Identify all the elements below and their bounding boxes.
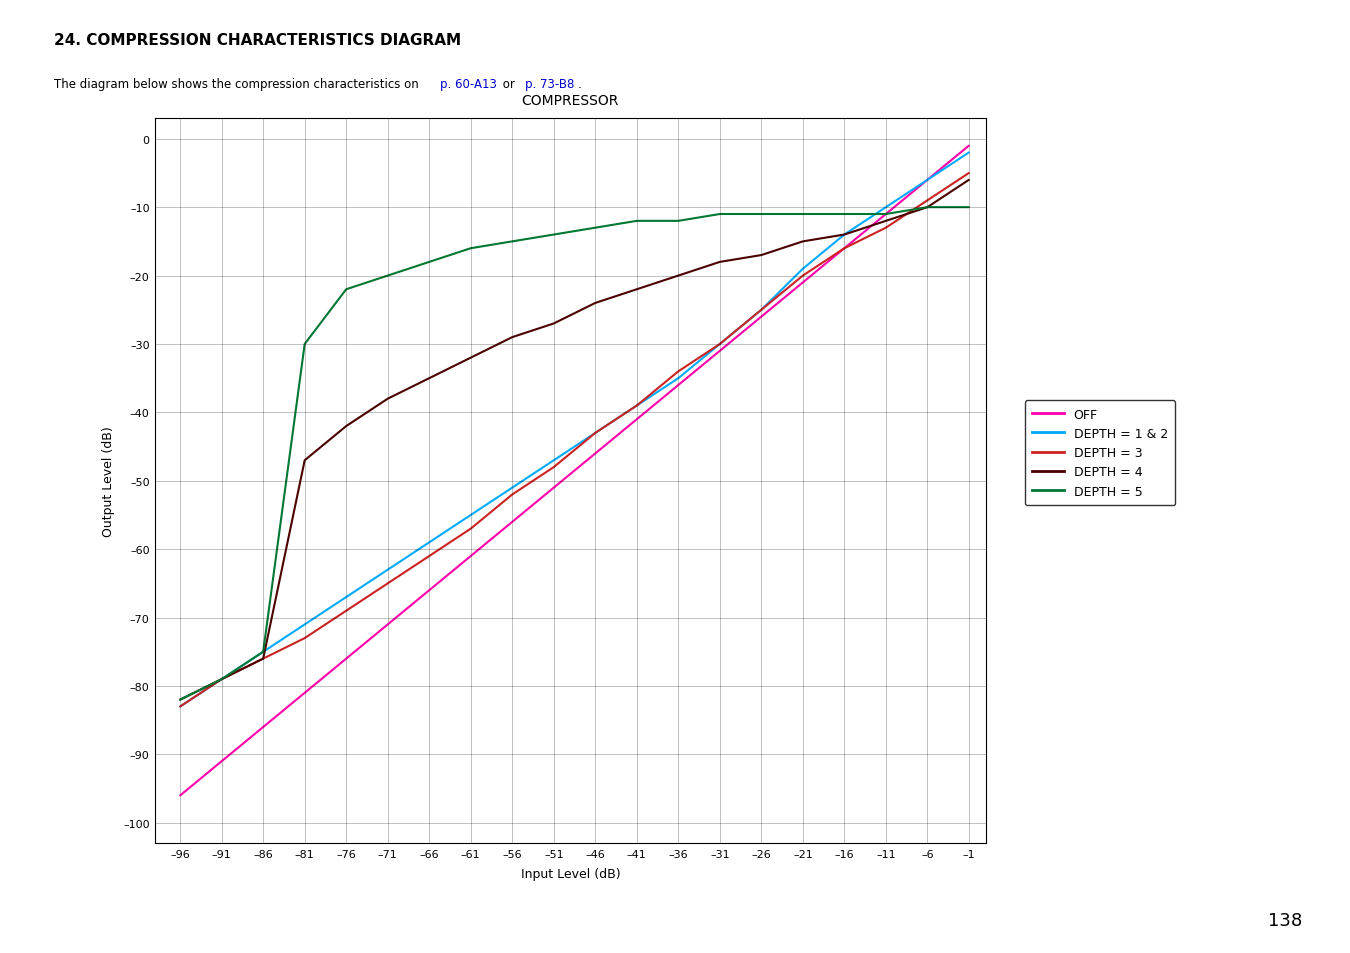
Title: COMPRESSOR: COMPRESSOR <box>521 94 620 109</box>
Text: 138: 138 <box>1269 911 1303 929</box>
Text: p. 73-B8: p. 73-B8 <box>525 78 575 91</box>
Text: 24. COMPRESSION CHARACTERISTICS DIAGRAM: 24. COMPRESSION CHARACTERISTICS DIAGRAM <box>54 33 462 49</box>
Text: .: . <box>578 78 582 91</box>
Y-axis label: Output Level (dB): Output Level (dB) <box>101 426 115 537</box>
Text: or: or <box>500 78 518 91</box>
Legend: OFF, DEPTH = 1 & 2, DEPTH = 3, DEPTH = 4, DEPTH = 5: OFF, DEPTH = 1 & 2, DEPTH = 3, DEPTH = 4… <box>1025 400 1176 505</box>
X-axis label: Input Level (dB): Input Level (dB) <box>521 867 620 881</box>
Text: p. 60-A13: p. 60-A13 <box>440 78 497 91</box>
Text: The diagram below shows the compression characteristics on: The diagram below shows the compression … <box>54 78 423 91</box>
